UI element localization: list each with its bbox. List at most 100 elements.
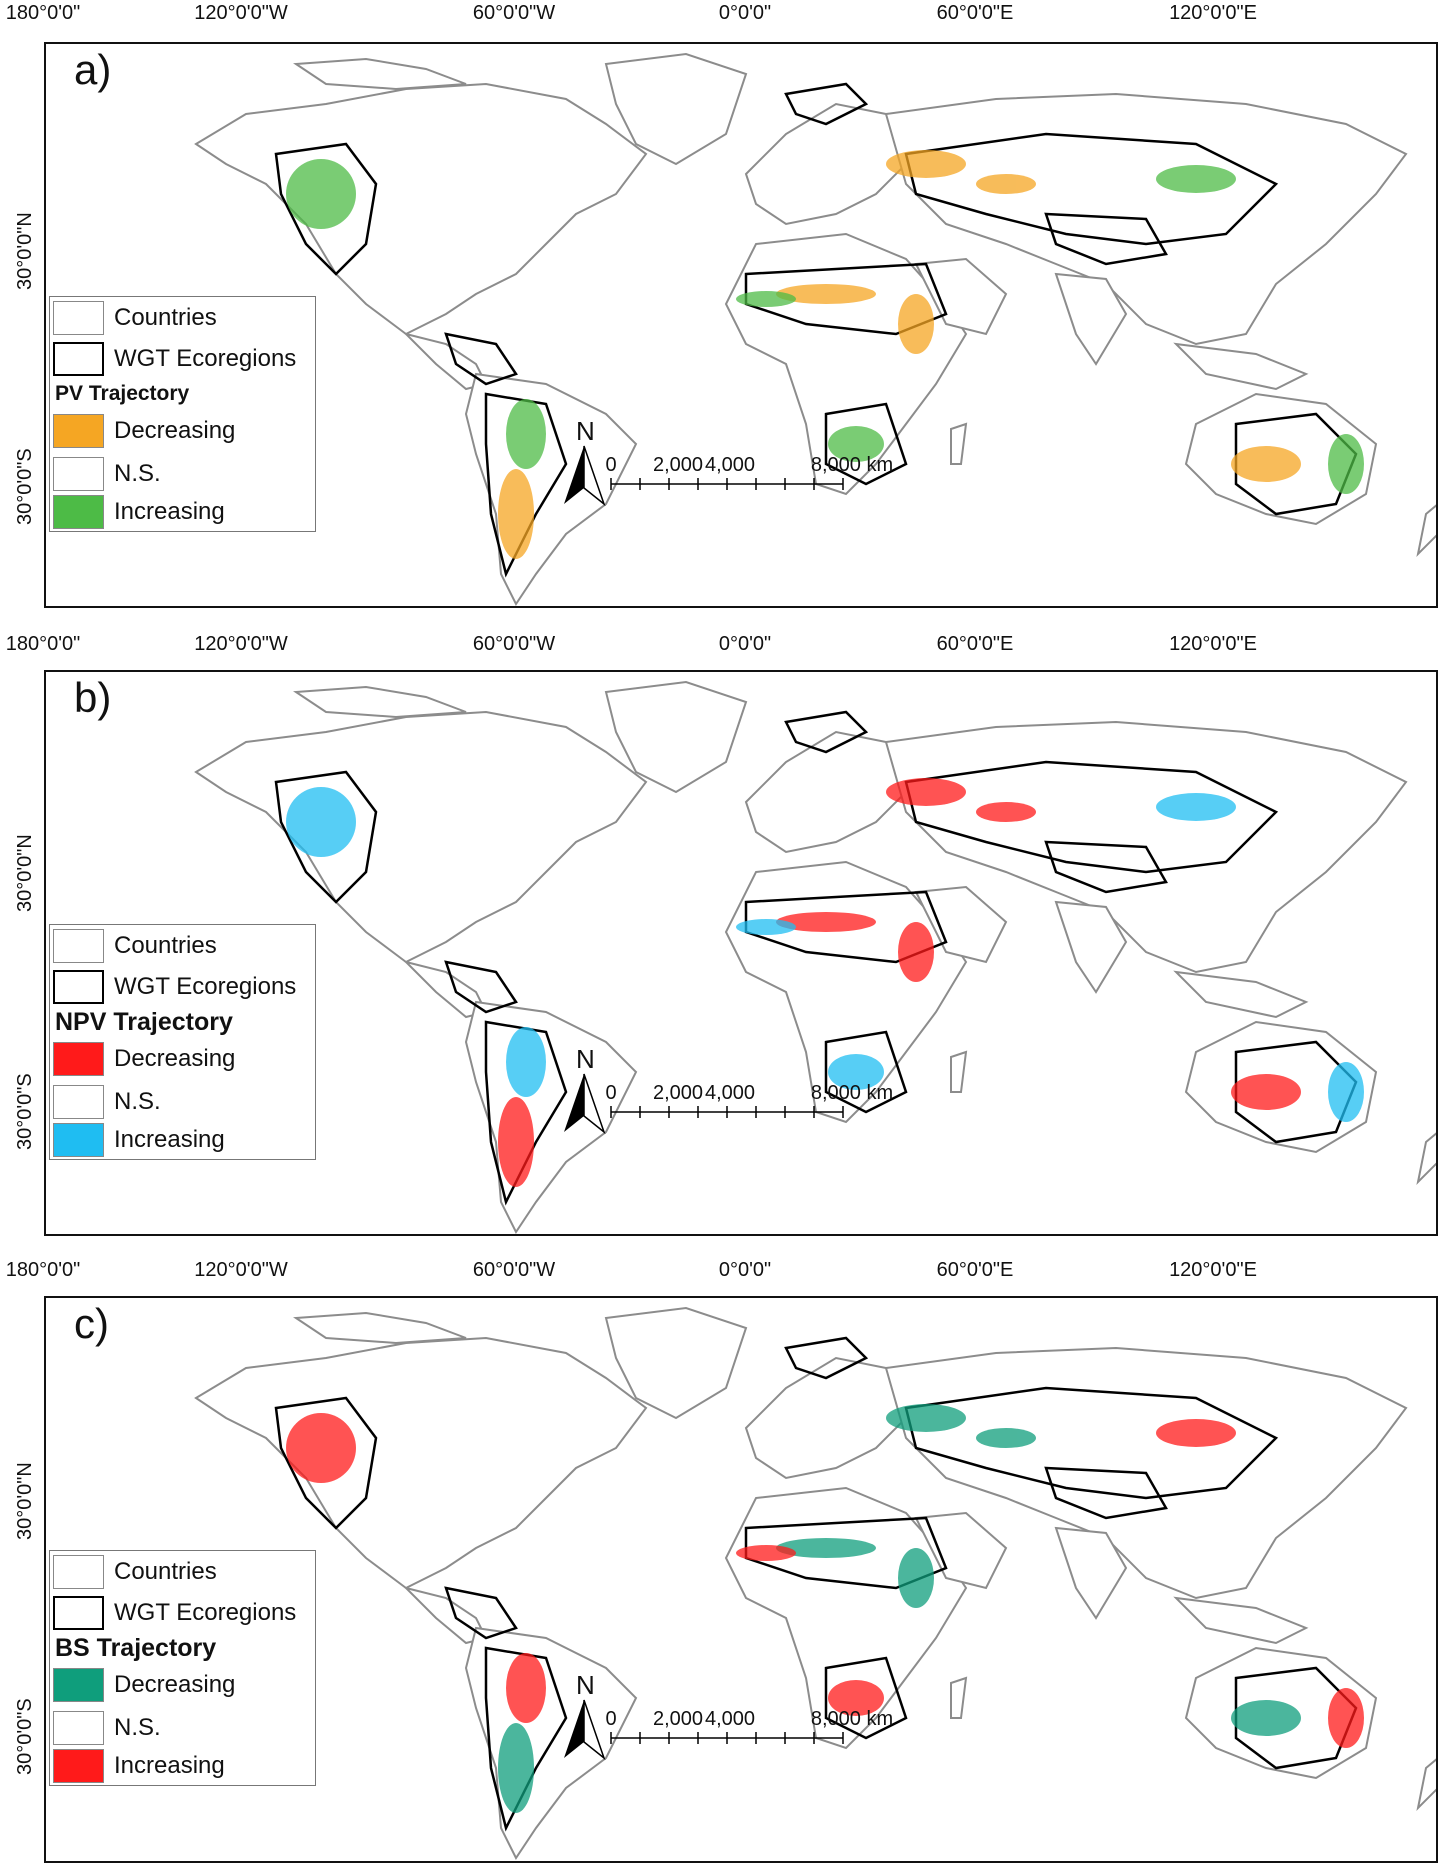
scale-label: 0 bbox=[605, 454, 617, 476]
scale-label: 2,000 bbox=[652, 1082, 704, 1104]
coord-label: 120°0'0"E bbox=[1169, 2, 1257, 24]
scale-label: 0 bbox=[605, 1708, 617, 1730]
legend-label: WGT Ecoregions bbox=[114, 345, 297, 372]
coord-label: 120°0'0"W bbox=[194, 2, 288, 24]
decreasing-patches bbox=[498, 778, 1301, 1187]
legend-label: N.S. bbox=[114, 1088, 161, 1115]
lat-label-north: 30°0'0"N bbox=[14, 834, 36, 912]
scale-label: 0 bbox=[605, 1082, 617, 1104]
new-zealand-outline bbox=[1416, 1758, 1436, 1812]
legend-item-decreasing: Decreasing bbox=[53, 1040, 235, 1078]
scale-bar: 0 2,000 4,000 8,000 km bbox=[605, 1082, 906, 1122]
north-arrow-icon bbox=[564, 1073, 606, 1134]
new-zealand-outline bbox=[1416, 1132, 1436, 1186]
panel-label: b) bbox=[74, 674, 112, 721]
legend-item-ns: N.S. bbox=[53, 455, 161, 493]
lat-label-south: 30°0'0"S bbox=[14, 1698, 36, 1775]
legend: Countries WGT Ecoregions PV Trajectory D… bbox=[49, 296, 316, 532]
arctic-islands-outline bbox=[293, 685, 467, 719]
coord-label: 0°0'0" bbox=[718, 633, 772, 655]
countries-swatch bbox=[53, 1555, 104, 1589]
ecoregions-swatch bbox=[53, 970, 104, 1004]
legend-item-increasing: Increasing bbox=[53, 1747, 225, 1785]
north-arrow-icon bbox=[564, 1699, 606, 1760]
decreasing-patches bbox=[498, 1404, 1301, 1813]
scale-label: 8,000 km bbox=[810, 454, 894, 476]
legend-label: Decreasing bbox=[114, 1671, 236, 1698]
ecoregion-outlines bbox=[274, 82, 1358, 578]
panel-label: a) bbox=[74, 46, 112, 93]
world-map bbox=[194, 52, 1436, 606]
scale-label: 8,000 km bbox=[810, 1082, 894, 1104]
coord-label: 180°0'0" bbox=[5, 1259, 81, 1281]
world-map bbox=[194, 680, 1436, 1234]
legend-title: NPV Trajectory bbox=[55, 1008, 233, 1036]
new-zealand-outline bbox=[1416, 504, 1436, 558]
decreasing-swatch bbox=[53, 1668, 104, 1702]
legend-item-ns: N.S. bbox=[53, 1083, 161, 1121]
ns-swatch bbox=[53, 457, 104, 491]
legend-item-ns: N.S. bbox=[53, 1709, 161, 1747]
legend-item-increasing: Increasing bbox=[53, 1121, 225, 1159]
scale-label: 4,000 bbox=[704, 1708, 756, 1730]
coord-label: 120°0'0"E bbox=[1169, 1259, 1257, 1281]
legend-title: PV Trajectory bbox=[55, 382, 190, 405]
legend-label: N.S. bbox=[114, 460, 161, 487]
map-panel-b: b) Countries WGT Ecoregions NPV Trajecto… bbox=[44, 670, 1438, 1236]
coord-label: 60°0'0"W bbox=[472, 1259, 556, 1281]
lat-label-south: 30°0'0"S bbox=[14, 1073, 36, 1150]
ecoregions-swatch bbox=[53, 342, 104, 376]
madagascar-outline bbox=[950, 1050, 968, 1093]
coord-label: 120°0'0"W bbox=[194, 1259, 288, 1281]
madagascar-outline bbox=[950, 422, 968, 465]
increasing-swatch bbox=[53, 1749, 104, 1783]
scale-label: 2,000 bbox=[652, 454, 704, 476]
legend-item-decreasing: Decreasing bbox=[53, 412, 235, 450]
scale-ticks bbox=[610, 478, 844, 490]
scale-label: 4,000 bbox=[704, 454, 756, 476]
europe-outline bbox=[744, 1356, 908, 1480]
countries-swatch bbox=[53, 929, 104, 963]
legend-label: Increasing bbox=[114, 1752, 225, 1779]
legend-item-ecoregions: WGT Ecoregions bbox=[53, 968, 296, 1006]
coord-label: 180°0'0" bbox=[5, 633, 81, 655]
coord-label: 60°0'0"W bbox=[472, 633, 556, 655]
legend-item-countries: Countries bbox=[53, 1553, 217, 1591]
legend-label: Decreasing bbox=[114, 417, 236, 444]
legend-label: Increasing bbox=[114, 498, 225, 525]
coord-label: 60°0'0"E bbox=[936, 1259, 1014, 1281]
india-outline bbox=[1054, 900, 1128, 994]
lat-label-north: 30°0'0"N bbox=[14, 212, 36, 290]
increasing-patches bbox=[286, 1413, 1364, 1748]
se-asia-islands-outline bbox=[1173, 342, 1309, 391]
legend-label: Countries bbox=[114, 304, 217, 331]
greenland-outline bbox=[604, 1306, 748, 1420]
legend-label: Countries bbox=[114, 932, 217, 959]
legend-label: Countries bbox=[114, 1558, 217, 1585]
ns-swatch bbox=[53, 1085, 104, 1119]
scale-label: 4,000 bbox=[704, 1082, 756, 1104]
ecoregions-swatch bbox=[53, 1596, 104, 1630]
coord-label: 60°0'0"E bbox=[936, 633, 1014, 655]
ns-swatch bbox=[53, 1711, 104, 1745]
greenland-outline bbox=[604, 680, 748, 794]
north-arrow-icon bbox=[564, 445, 606, 506]
scale-bar: 0 2,000 4,000 8,000 km bbox=[605, 454, 906, 494]
map-panel-a: a) Countries WGT Ecoregions PV Trajector… bbox=[44, 42, 1438, 608]
countries-swatch bbox=[53, 301, 104, 335]
legend-item-countries: Countries bbox=[53, 299, 217, 337]
north-arrow: N bbox=[562, 416, 606, 506]
legend-label: Decreasing bbox=[114, 1045, 236, 1072]
legend-label: WGT Ecoregions bbox=[114, 1599, 297, 1626]
legend-item-ecoregions: WGT Ecoregions bbox=[53, 1594, 296, 1632]
decreasing-swatch bbox=[53, 414, 104, 448]
legend-item-increasing: Increasing bbox=[53, 493, 225, 531]
increasing-swatch bbox=[53, 495, 104, 529]
increasing-patches bbox=[286, 787, 1364, 1122]
increasing-patches bbox=[286, 159, 1364, 494]
india-outline bbox=[1054, 1526, 1128, 1620]
coord-label: 120°0'0"W bbox=[194, 633, 288, 655]
map-panel-c: c) Countries WGT Ecoregions BS Trajector… bbox=[44, 1296, 1438, 1863]
legend-item-decreasing: Decreasing bbox=[53, 1666, 235, 1704]
increasing-swatch bbox=[53, 1123, 104, 1157]
